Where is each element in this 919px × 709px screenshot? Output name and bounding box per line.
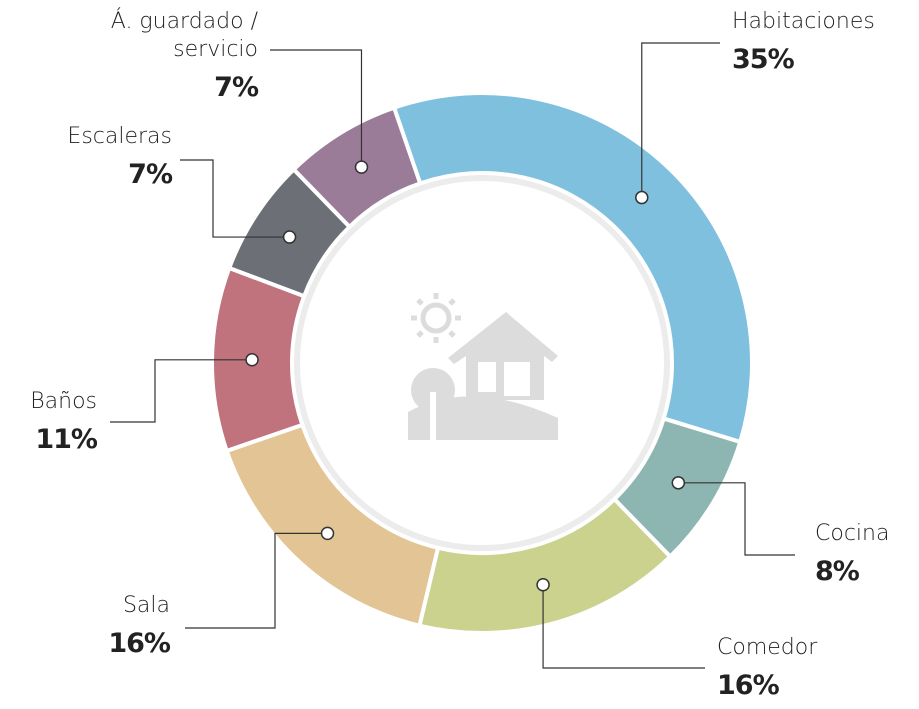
category-label: Sala — [122, 593, 170, 618]
leader-dot — [245, 353, 259, 367]
donut-segment — [417, 496, 674, 635]
category-label: Baños — [30, 389, 97, 414]
category-label: Escaleras — [67, 124, 172, 149]
value-label: 11% — [35, 424, 98, 455]
center-icon — [408, 293, 558, 440]
inner-ring — [292, 173, 672, 553]
leader-dot — [320, 526, 335, 541]
value-label: 16% — [108, 628, 171, 659]
label: Comedor 16% — [717, 634, 817, 700]
label: Sala 16% — [108, 592, 171, 659]
leader-dot — [635, 190, 649, 205]
value-label: 35% — [732, 44, 795, 75]
label: Á. guardado / servicio 7% — [108, 8, 259, 103]
category-label: Habitaciones — [732, 9, 875, 34]
leader-line — [270, 49, 363, 168]
leader-dot — [282, 230, 297, 244]
label: Baños 11% — [30, 388, 98, 455]
leader-dot — [536, 577, 550, 592]
donut-segment — [224, 422, 441, 629]
leader-line — [678, 482, 795, 556]
leader-dot — [354, 160, 369, 174]
leader-line — [185, 532, 328, 629]
leader-line — [110, 359, 253, 423]
category-label: Cocina — [815, 521, 890, 546]
leader-dot — [671, 476, 686, 490]
value-label: 16% — [717, 670, 780, 701]
leader-line — [641, 42, 720, 198]
category-label: Á. guardado / servicio — [110, 9, 258, 62]
label: Escaleras 7% — [67, 123, 173, 190]
donut-segment — [391, 91, 754, 445]
leader-line — [180, 159, 290, 238]
category-label: Comedor — [717, 635, 818, 660]
leader-line — [542, 584, 705, 669]
value-label: 7% — [128, 159, 173, 190]
label: Cocina 8% — [815, 520, 889, 586]
value-label: 7% — [214, 72, 259, 103]
label: Habitaciones 35% — [732, 8, 875, 74]
value-label: 8% — [815, 556, 860, 587]
